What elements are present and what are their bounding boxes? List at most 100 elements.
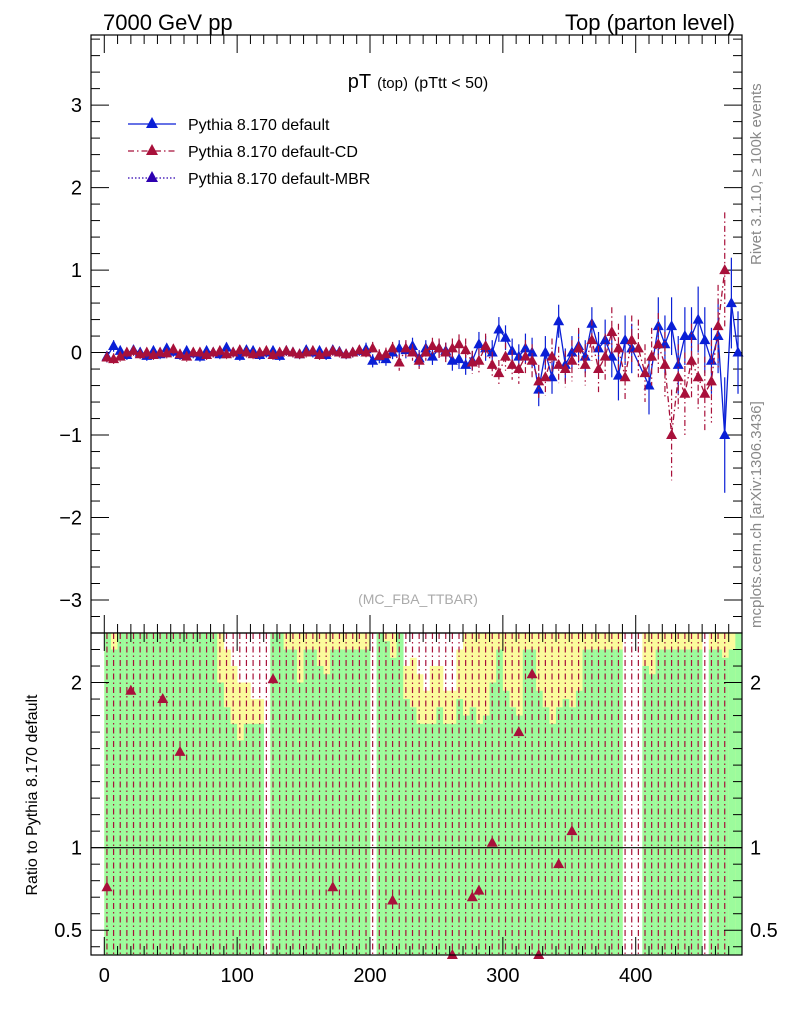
data-point-cd: [327, 344, 339, 355]
uncertainty-band-green: [708, 649, 716, 955]
y-tick-label: 0: [71, 343, 82, 365]
legend: Pythia 8.170 default Pythia 8.170 defaul…: [128, 117, 370, 188]
uncertainty-band-green: [383, 641, 391, 955]
uncertainty-band-green: [197, 633, 205, 955]
data-point-cd: [526, 354, 538, 365]
ratio-data-point: [387, 894, 399, 905]
uncertainty-band-green: [376, 633, 384, 955]
ratio-plot-panel: 0.5 0.5 1 1 2 2 0 100 200 300 400 Ratio to Pythia…: [24, 632, 778, 987]
data-point-cd: [333, 346, 345, 357]
data-point-cd: [486, 358, 498, 369]
data-point-default: [108, 339, 120, 350]
ratio-data-point: [446, 949, 458, 959]
x-tick-label: 100: [220, 965, 253, 987]
header-left-label: 7000 GeV pp: [103, 10, 233, 35]
data-point-default: [686, 330, 698, 341]
data-point-cd: [353, 344, 365, 355]
data-point-cd: [686, 354, 698, 365]
uncertainty-band-green: [642, 666, 650, 955]
uncertainty-band-green: [463, 715, 470, 955]
uncertainty-band-green: [389, 657, 397, 955]
data-point-cd: [546, 350, 558, 361]
uncertainty-band-green: [184, 633, 191, 955]
data-point-cd: [612, 342, 624, 353]
uncertainty-band-green: [257, 723, 265, 955]
uncertainty-band-green: [728, 649, 736, 955]
data-point-cd: [307, 344, 319, 355]
uncertainty-band-green: [403, 699, 411, 955]
uncertainty-band-green: [409, 707, 417, 955]
data-point-cd: [506, 358, 518, 369]
data-point-cd: [393, 356, 405, 367]
uncertainty-band-green: [556, 707, 563, 955]
ratio-data-point: [466, 891, 478, 902]
uncertainty-band-green: [715, 649, 723, 955]
uncertainty-band-green: [396, 633, 404, 955]
data-point-cd: [260, 344, 272, 355]
data-point-cd: [446, 342, 458, 353]
uncertainty-band-green: [695, 649, 703, 955]
data-point-cd: [626, 334, 638, 345]
ratio-data-point: [533, 949, 545, 959]
uncertainty-band-green: [476, 723, 484, 955]
uncertainty-band-green: [283, 649, 291, 955]
x-tick-label: 200: [353, 965, 386, 987]
data-point-cd: [539, 371, 551, 382]
plot-title-cut: (pTtt < 50): [414, 75, 488, 92]
y-tick-label: 3: [71, 95, 82, 117]
data-point-cd: [280, 344, 292, 355]
data-point-default: [426, 350, 438, 361]
data-point-default: [473, 338, 485, 349]
data-point-cd: [426, 339, 438, 350]
uncertainty-band-green: [110, 649, 118, 955]
data-point-default: [367, 354, 379, 365]
uncertainty-band-green: [296, 682, 304, 955]
uncertainty-band-green: [316, 666, 324, 955]
data-point-cd: [413, 354, 425, 365]
ratio-y-tick-label-right: 2: [750, 673, 761, 695]
data-point-default: [486, 346, 498, 357]
legend-marker-mbr: [146, 171, 158, 182]
uncertainty-band-green: [157, 633, 165, 955]
data-point-cd: [400, 342, 412, 353]
data-point-default: [652, 320, 664, 331]
data-point-cd: [672, 371, 684, 382]
uncertainty-band-green: [429, 723, 437, 955]
uncertainty-band-green: [609, 649, 617, 955]
analysis-watermark: (MC_FBA_TTBAR): [358, 591, 478, 607]
data-point-cd: [566, 354, 578, 365]
y-tick-label: −2: [59, 508, 82, 530]
y-tick-label: 1: [71, 260, 82, 282]
uncertainty-band-green: [722, 657, 730, 955]
uncertainty-band-green: [343, 649, 351, 955]
uncertainty-band-green: [130, 633, 138, 955]
uncertainty-band-green: [144, 633, 152, 955]
uncertainty-band-green: [662, 649, 670, 955]
uncertainty-band-green: [443, 723, 451, 955]
data-point-cd: [553, 358, 565, 369]
data-point-cd: [194, 346, 206, 357]
legend-label-mbr: Pythia 8.170 default-MBR: [188, 171, 370, 188]
uncertainty-band-green: [675, 649, 683, 955]
ratio-data-point: [553, 858, 565, 869]
uncertainty-band-green: [217, 682, 225, 955]
data-point-cd: [214, 344, 226, 355]
data-point-default: [612, 369, 624, 380]
x-tick-label: 0: [99, 965, 110, 987]
data-point-cd: [719, 264, 731, 275]
uncertainty-band-green: [682, 649, 690, 955]
uncertainty-band-green: [482, 715, 490, 955]
data-point-default: [539, 346, 551, 357]
uncertainty-band-green: [668, 649, 676, 955]
main-plot-ticks: [90, 35, 743, 634]
data-point-cd: [579, 358, 591, 369]
uncertainty-band-green: [522, 649, 530, 955]
uncertainty-band-green: [582, 649, 590, 955]
ratio-y-tick-label-right: 1: [750, 838, 761, 860]
ratio-y-tick-labels: 0.5 0.5 1 1 2 2: [54, 673, 778, 943]
uncertainty-band-green: [575, 690, 583, 955]
uncertainty-band-green: [589, 649, 597, 955]
data-point-cd: [287, 346, 299, 357]
uncertainty-band-green: [509, 707, 517, 955]
data-point-cd: [154, 346, 166, 357]
